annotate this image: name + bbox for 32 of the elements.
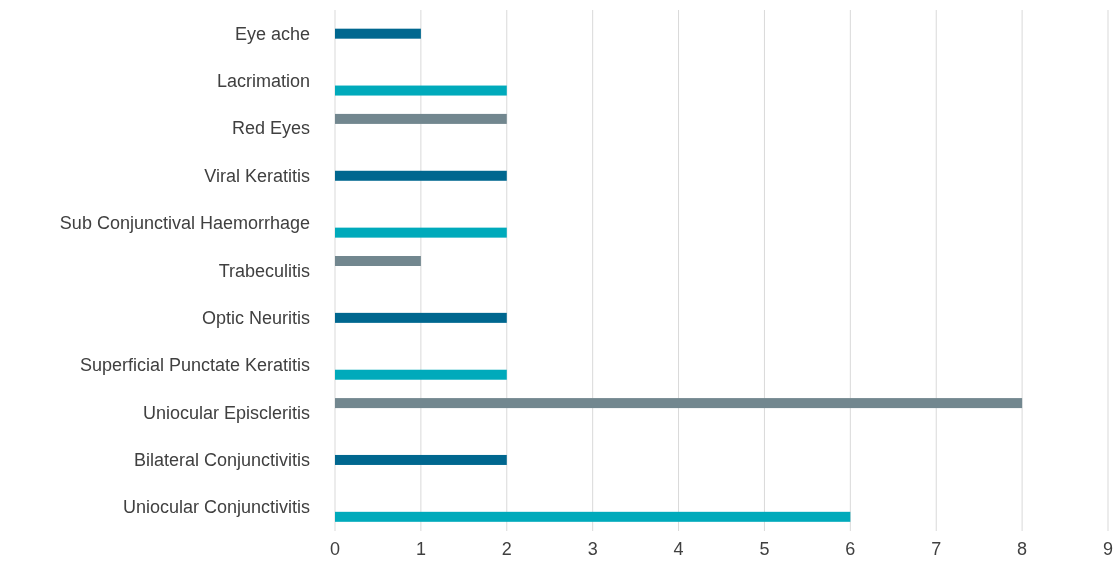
x-tick-label: 0 [329, 539, 341, 559]
y-tick-label: Optic Neuritis [201, 307, 310, 328]
x-tick-label: 1 [415, 539, 426, 559]
bar [335, 227, 507, 238]
y-tick-label: Red Eyes [231, 118, 310, 139]
x-tick-label: 7 [931, 539, 942, 559]
y-tick-label: Uniocular Episcleritis [142, 402, 310, 423]
bar [335, 256, 421, 266]
bar [335, 511, 851, 522]
x-tick-label: 8 [1017, 539, 1028, 559]
y-tick-label: Superficial Punctate Keratitis [79, 355, 310, 376]
y-tick-label: Eye ache [234, 23, 310, 44]
x-tick-label: 9 [1102, 539, 1114, 559]
bar [335, 369, 507, 380]
y-tick-label: Viral Keratitis [204, 165, 310, 186]
bar [335, 170, 507, 181]
x-tick-label: 4 [673, 539, 684, 559]
x-tick-label: 5 [759, 539, 770, 559]
bar [335, 398, 1023, 409]
y-tick-label: Trabeculitis [218, 260, 310, 281]
y-tick-label: Sub Conjunctival Haemorrhage [59, 213, 310, 234]
bar [335, 454, 507, 465]
x-tick-label: 6 [845, 539, 856, 559]
bar [335, 85, 507, 96]
y-tick-label: Lacrimation [216, 71, 310, 92]
bar [335, 28, 421, 39]
bar [335, 113, 507, 124]
x-tick-label: 3 [587, 539, 598, 559]
y-tick-label: Bilateral Conjunctivitis [133, 449, 310, 470]
x-tick-label: 2 [501, 539, 512, 559]
y-tick-label: Uniocular Conjunctivitis [122, 497, 310, 518]
bar [335, 312, 507, 323]
